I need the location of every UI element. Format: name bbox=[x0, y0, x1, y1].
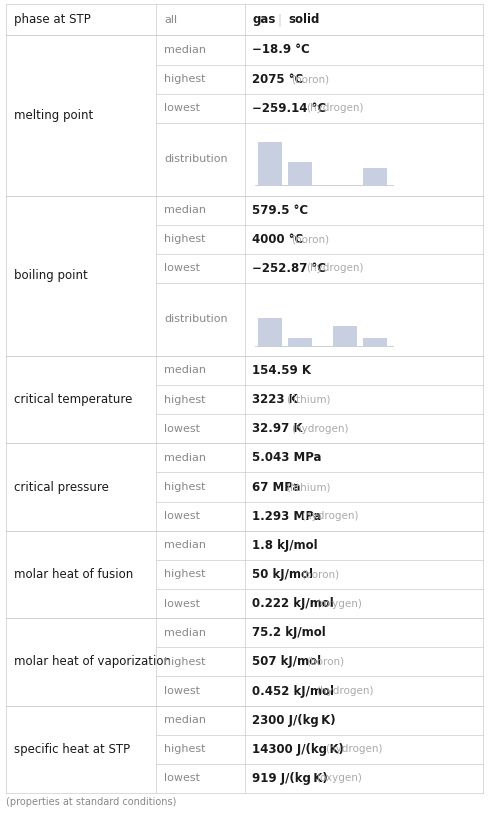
Text: −259.14 °C: −259.14 °C bbox=[252, 102, 326, 115]
Text: 5.043 MPa: 5.043 MPa bbox=[252, 452, 321, 465]
Text: melting point: melting point bbox=[14, 109, 93, 122]
Text: median: median bbox=[164, 453, 206, 463]
Text: lowest: lowest bbox=[164, 511, 200, 521]
Text: lowest: lowest bbox=[164, 773, 200, 783]
Text: 507 kJ/mol: 507 kJ/mol bbox=[252, 655, 321, 668]
Text: distribution: distribution bbox=[164, 154, 227, 164]
Text: lowest: lowest bbox=[164, 104, 200, 113]
Text: median: median bbox=[164, 365, 206, 376]
Text: boiling point: boiling point bbox=[14, 269, 87, 282]
Bar bbox=[288, 338, 311, 346]
Text: (boron): (boron) bbox=[290, 74, 328, 84]
Text: (boron): (boron) bbox=[300, 570, 338, 579]
Text: 3223 K: 3223 K bbox=[252, 393, 298, 406]
Text: distribution: distribution bbox=[164, 315, 227, 324]
Text: highest: highest bbox=[164, 394, 205, 404]
Text: 32.97 K: 32.97 K bbox=[252, 422, 303, 435]
Bar bbox=[258, 318, 282, 346]
Text: highest: highest bbox=[164, 744, 205, 755]
Text: 0.222 kJ/mol: 0.222 kJ/mol bbox=[252, 597, 334, 610]
Text: all: all bbox=[164, 15, 177, 24]
Text: 4000 °C: 4000 °C bbox=[252, 233, 303, 246]
Text: gas: gas bbox=[252, 13, 275, 26]
Text: |: | bbox=[277, 13, 281, 26]
Text: (oxygen): (oxygen) bbox=[315, 773, 361, 783]
Text: 579.5 °C: 579.5 °C bbox=[252, 204, 308, 217]
Text: (hydrogen): (hydrogen) bbox=[305, 104, 363, 113]
Text: (boron): (boron) bbox=[305, 657, 343, 667]
Text: −252.87 °C: −252.87 °C bbox=[252, 262, 326, 275]
Text: median: median bbox=[164, 628, 206, 637]
Text: molar heat of vaporization: molar heat of vaporization bbox=[14, 655, 171, 668]
Text: 0.452 kJ/mol: 0.452 kJ/mol bbox=[252, 685, 334, 698]
Text: molar heat of fusion: molar heat of fusion bbox=[14, 568, 133, 581]
Text: 14300 J/(kg K): 14300 J/(kg K) bbox=[252, 742, 344, 756]
Text: −18.9 °C: −18.9 °C bbox=[252, 43, 309, 56]
Text: 50 kJ/mol: 50 kJ/mol bbox=[252, 568, 313, 581]
Text: (boron): (boron) bbox=[290, 235, 328, 244]
Text: highest: highest bbox=[164, 657, 205, 667]
Text: 1.293 MPa: 1.293 MPa bbox=[252, 509, 321, 522]
Text: (lithium): (lithium) bbox=[285, 482, 330, 492]
Text: median: median bbox=[164, 205, 206, 215]
Text: specific heat at STP: specific heat at STP bbox=[14, 742, 130, 756]
Text: (hydrogen): (hydrogen) bbox=[325, 744, 382, 755]
Bar bbox=[288, 162, 311, 186]
Bar bbox=[258, 142, 282, 186]
Text: median: median bbox=[164, 715, 206, 725]
Text: lowest: lowest bbox=[164, 263, 200, 274]
Text: (properties at standard conditions): (properties at standard conditions) bbox=[6, 797, 176, 807]
Text: critical temperature: critical temperature bbox=[14, 393, 132, 406]
Text: (hydrogen): (hydrogen) bbox=[300, 511, 358, 521]
Bar bbox=[362, 338, 386, 346]
Text: critical pressure: critical pressure bbox=[14, 481, 109, 494]
Bar bbox=[332, 326, 356, 346]
Text: 75.2 kJ/mol: 75.2 kJ/mol bbox=[252, 626, 325, 639]
Text: highest: highest bbox=[164, 235, 205, 244]
Text: lowest: lowest bbox=[164, 424, 200, 434]
Text: phase at STP: phase at STP bbox=[14, 13, 91, 26]
Bar bbox=[362, 168, 386, 186]
Text: solid: solid bbox=[288, 13, 319, 26]
Text: 1.8 kJ/mol: 1.8 kJ/mol bbox=[252, 539, 318, 552]
Text: (hydrogen): (hydrogen) bbox=[290, 424, 348, 434]
Text: lowest: lowest bbox=[164, 686, 200, 696]
Text: 154.59 K: 154.59 K bbox=[252, 364, 311, 377]
Text: (hydrogen): (hydrogen) bbox=[315, 686, 372, 696]
Text: median: median bbox=[164, 45, 206, 55]
Text: (oxygen): (oxygen) bbox=[315, 598, 361, 609]
Text: 2300 J/(kg K): 2300 J/(kg K) bbox=[252, 714, 335, 727]
Text: highest: highest bbox=[164, 74, 205, 84]
Text: highest: highest bbox=[164, 570, 205, 579]
Text: 67 MPa: 67 MPa bbox=[252, 481, 301, 494]
Text: (hydrogen): (hydrogen) bbox=[305, 263, 363, 274]
Text: highest: highest bbox=[164, 482, 205, 492]
Text: lowest: lowest bbox=[164, 598, 200, 609]
Text: (lithium): (lithium) bbox=[285, 394, 330, 404]
Text: 919 J/(kg K): 919 J/(kg K) bbox=[252, 772, 327, 785]
Text: median: median bbox=[164, 540, 206, 550]
Text: 2075 °C: 2075 °C bbox=[252, 73, 303, 86]
